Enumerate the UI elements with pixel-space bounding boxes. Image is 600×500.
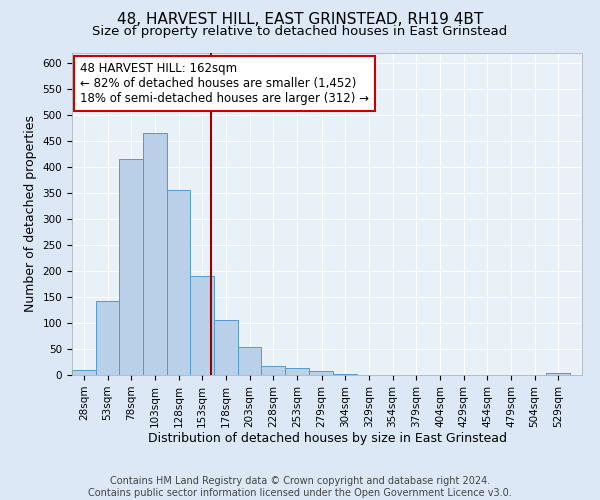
Y-axis label: Number of detached properties: Number of detached properties (24, 116, 37, 312)
Text: 48 HARVEST HILL: 162sqm
← 82% of detached houses are smaller (1,452)
18% of semi: 48 HARVEST HILL: 162sqm ← 82% of detache… (80, 62, 368, 105)
Text: 48, HARVEST HILL, EAST GRINSTEAD, RH19 4BT: 48, HARVEST HILL, EAST GRINSTEAD, RH19 4… (117, 12, 483, 28)
Bar (262, 366, 285, 375)
Bar (143, 133, 167, 375)
Bar (72, 370, 95, 375)
Bar (95, 300, 119, 375)
Bar (309, 371, 333, 375)
Bar (546, 374, 569, 375)
Text: Size of property relative to detached houses in East Grinstead: Size of property relative to detached ho… (92, 25, 508, 38)
Bar (285, 368, 309, 375)
Bar (119, 159, 143, 375)
Bar (190, 276, 214, 375)
Bar (214, 320, 238, 375)
Bar (238, 348, 262, 375)
Text: Contains HM Land Registry data © Crown copyright and database right 2024.
Contai: Contains HM Land Registry data © Crown c… (88, 476, 512, 498)
Bar (167, 190, 190, 375)
Bar (333, 374, 356, 375)
X-axis label: Distribution of detached houses by size in East Grinstead: Distribution of detached houses by size … (148, 432, 506, 446)
